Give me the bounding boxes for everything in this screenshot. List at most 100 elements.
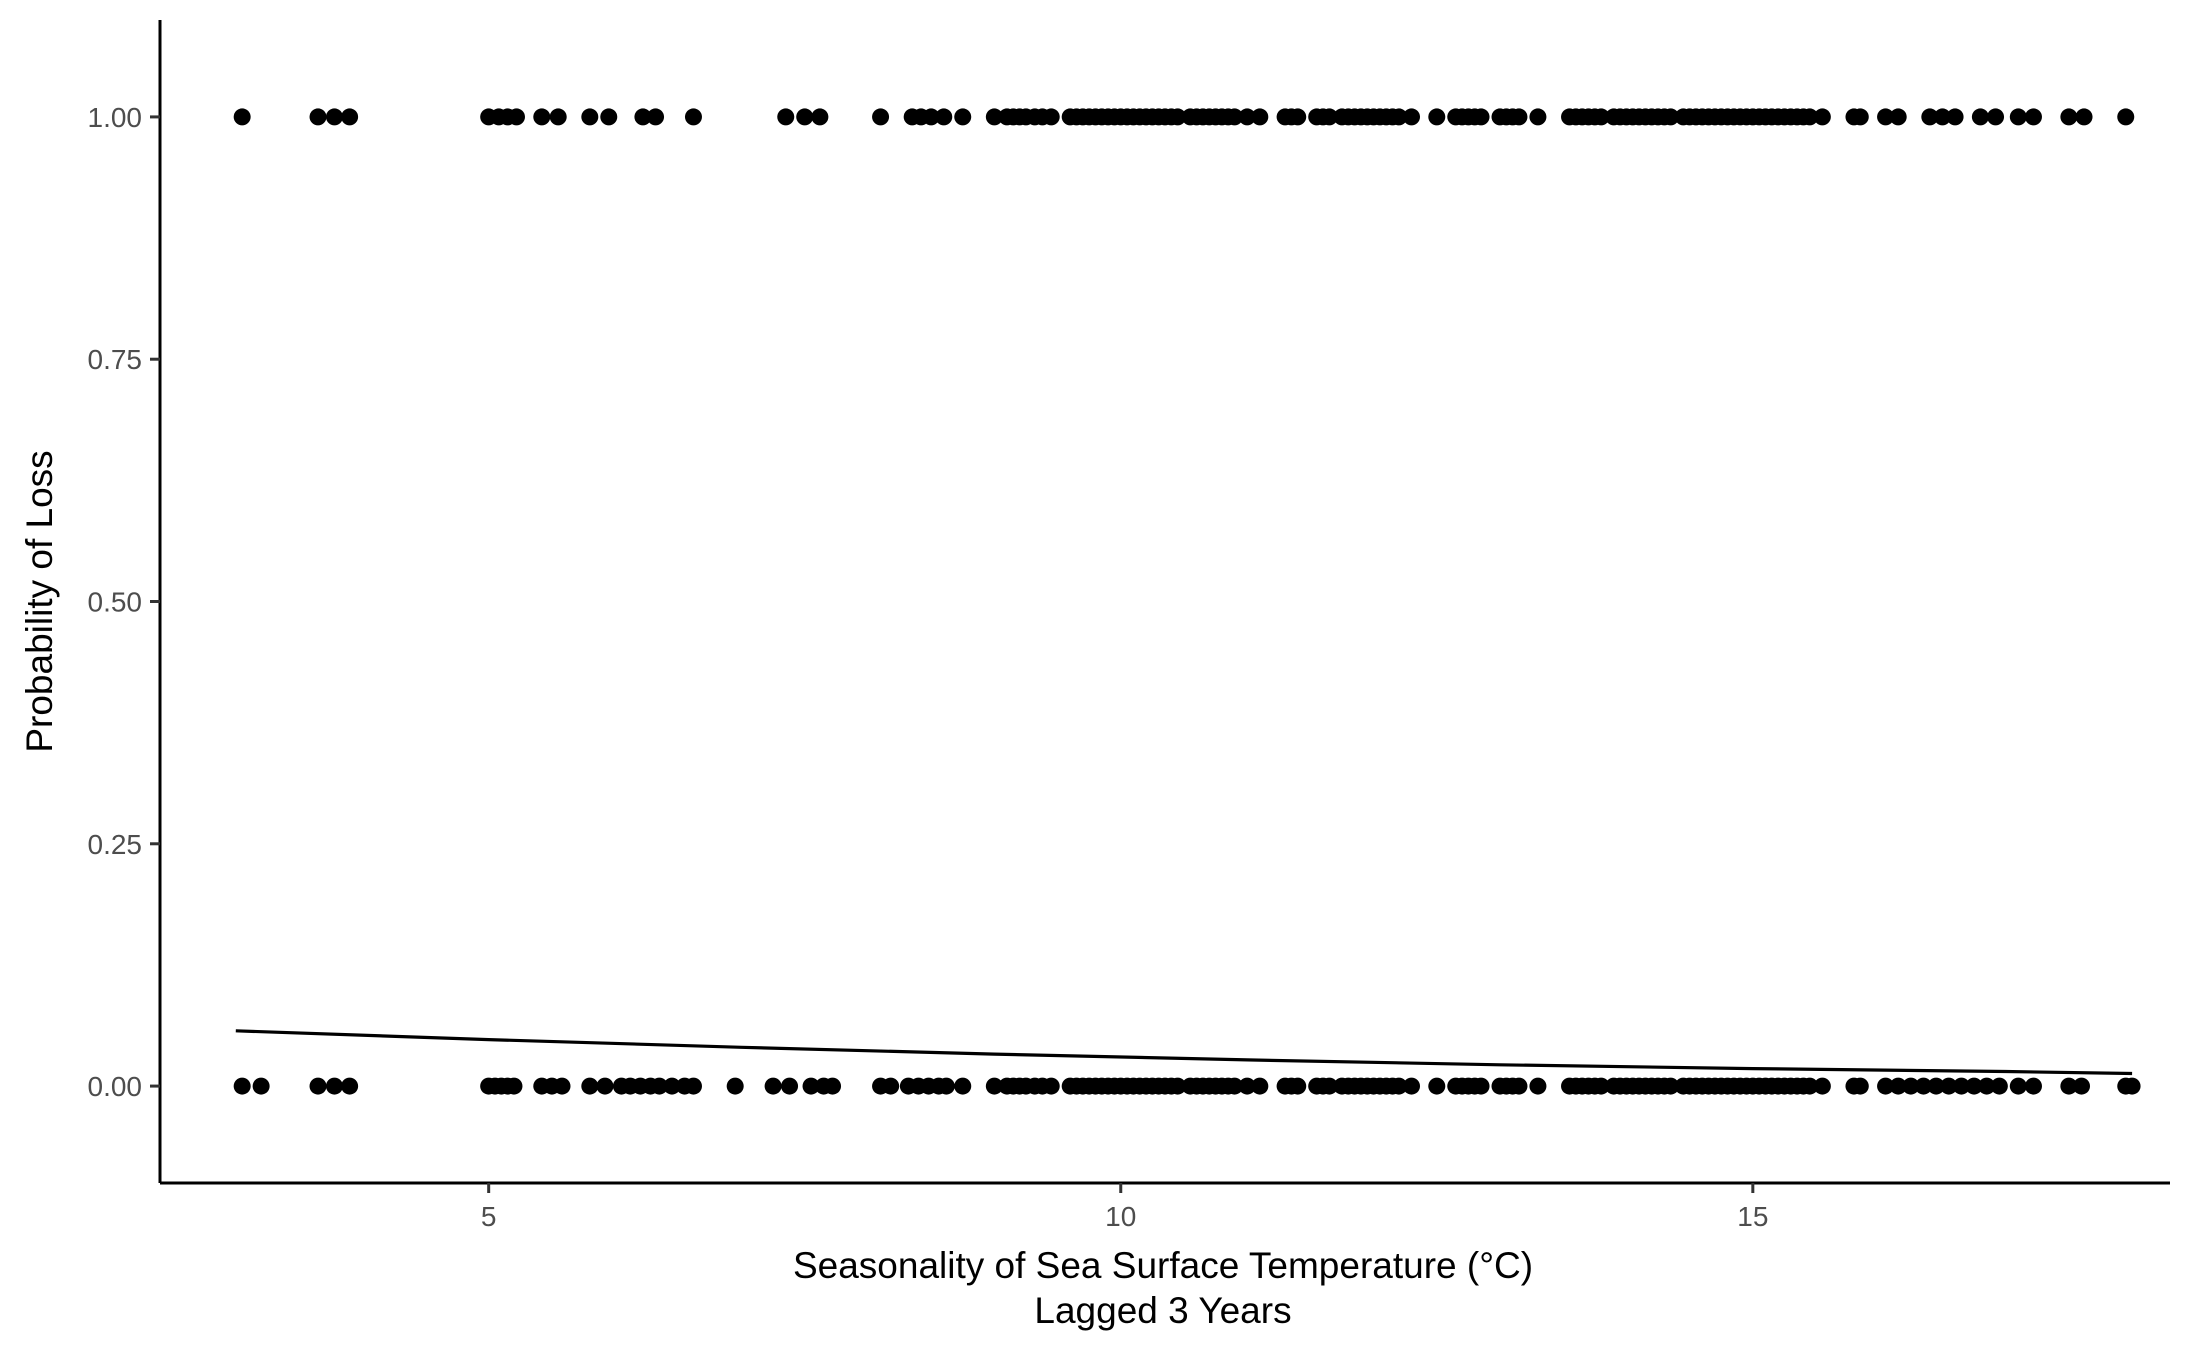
data-point <box>2073 1077 2091 1095</box>
data-point <box>252 1077 270 1095</box>
data-point <box>1042 108 1060 126</box>
data-point <box>1390 108 1408 126</box>
x-tick-label: 15 <box>1737 1201 1768 1232</box>
x-axis-subtitle: Lagged 3 Years <box>1034 1290 1291 1331</box>
data-point <box>581 108 599 126</box>
data-point <box>341 108 359 126</box>
data-point <box>1320 108 1338 126</box>
data-point <box>1251 1077 1269 1095</box>
data-point <box>1889 108 1907 126</box>
data-point <box>1877 1077 1895 1095</box>
data-point <box>2024 1077 2042 1095</box>
data-point <box>663 1077 681 1095</box>
data-point <box>954 108 972 126</box>
data-point <box>1428 108 1446 126</box>
data-point <box>1226 108 1244 126</box>
data-point <box>1403 1077 1421 1095</box>
data-point <box>600 108 618 126</box>
data-point <box>1226 1077 1244 1095</box>
data-point <box>1289 108 1307 126</box>
y-tick-label: 0.75 <box>88 344 143 375</box>
data-point <box>1529 1077 1547 1095</box>
data-point <box>1952 1077 1970 1095</box>
data-point <box>824 1077 842 1095</box>
data-point <box>1801 108 1819 126</box>
data-point <box>1320 1077 1338 1095</box>
data-point <box>1662 108 1680 126</box>
data-point <box>937 1077 955 1095</box>
data-point <box>1851 108 1869 126</box>
data-point <box>872 108 890 126</box>
data-point <box>2075 108 2093 126</box>
data-point <box>1042 1077 1060 1095</box>
data-point <box>1289 1077 1307 1095</box>
data-point <box>726 1077 744 1095</box>
data-point <box>2009 108 2027 126</box>
data-point <box>549 108 567 126</box>
data-point <box>507 108 525 126</box>
data-point <box>922 108 940 126</box>
data-point <box>1592 1077 1610 1095</box>
data-point <box>1529 108 1547 126</box>
data-point <box>1877 108 1895 126</box>
data-point <box>781 1077 799 1095</box>
data-point <box>684 1077 702 1095</box>
data-point <box>1251 108 1269 126</box>
data-point <box>1946 108 1964 126</box>
points-layer <box>233 108 2141 1095</box>
data-point <box>1403 108 1421 126</box>
data-point <box>777 108 795 126</box>
data-point <box>2117 108 2135 126</box>
data-point <box>1592 108 1610 126</box>
data-point <box>1472 1077 1490 1095</box>
data-point <box>1987 108 2005 126</box>
y-tick-label: 0.00 <box>88 1071 143 1102</box>
data-point <box>1801 1077 1819 1095</box>
data-point <box>796 108 814 126</box>
y-axis-title: Probability of Loss <box>19 450 60 752</box>
data-point <box>505 1077 523 1095</box>
x-tick-label: 5 <box>481 1201 497 1232</box>
data-point <box>2024 108 2042 126</box>
data-point <box>882 1077 900 1095</box>
x-tick-label: 10 <box>1105 1201 1136 1232</box>
data-point <box>1940 1077 1958 1095</box>
data-point <box>1813 1077 1831 1095</box>
data-point <box>233 108 251 126</box>
data-point <box>1428 1077 1446 1095</box>
data-point <box>2123 1077 2141 1095</box>
data-point <box>1510 1077 1528 1095</box>
data-point <box>1851 1077 1869 1095</box>
data-point <box>985 108 1003 126</box>
data-point <box>1914 1077 1932 1095</box>
y-tick-label: 0.50 <box>88 587 143 618</box>
x-axis-title: Seasonality of Sea Surface Temperature (… <box>793 1245 1533 1286</box>
data-point <box>2060 108 2078 126</box>
data-point <box>1238 108 1256 126</box>
data-point <box>1889 1077 1907 1095</box>
data-point <box>2009 1077 2027 1095</box>
y-tick-label: 0.25 <box>88 829 143 860</box>
data-point <box>1978 1077 1996 1095</box>
fit-line <box>235 1029 2133 1076</box>
data-point <box>684 108 702 126</box>
data-point <box>954 1077 972 1095</box>
data-point <box>1921 108 1939 126</box>
data-point <box>553 1077 571 1095</box>
data-point <box>581 1077 599 1095</box>
data-point <box>2060 1077 2078 1095</box>
data-point <box>596 1077 614 1095</box>
ticks-layer: 0.00 0.25 0.50 0.75 1.00 5 10 15 <box>88 102 1769 1232</box>
data-point <box>1662 1077 1680 1095</box>
data-point <box>341 1077 359 1095</box>
data-point <box>1933 108 1951 126</box>
data-point <box>647 108 665 126</box>
data-point <box>1169 108 1187 126</box>
data-point <box>533 108 551 126</box>
data-point <box>985 1077 1003 1095</box>
data-point <box>811 108 829 126</box>
data-point <box>1965 1077 1983 1095</box>
data-point <box>309 108 327 126</box>
data-point <box>325 108 343 126</box>
